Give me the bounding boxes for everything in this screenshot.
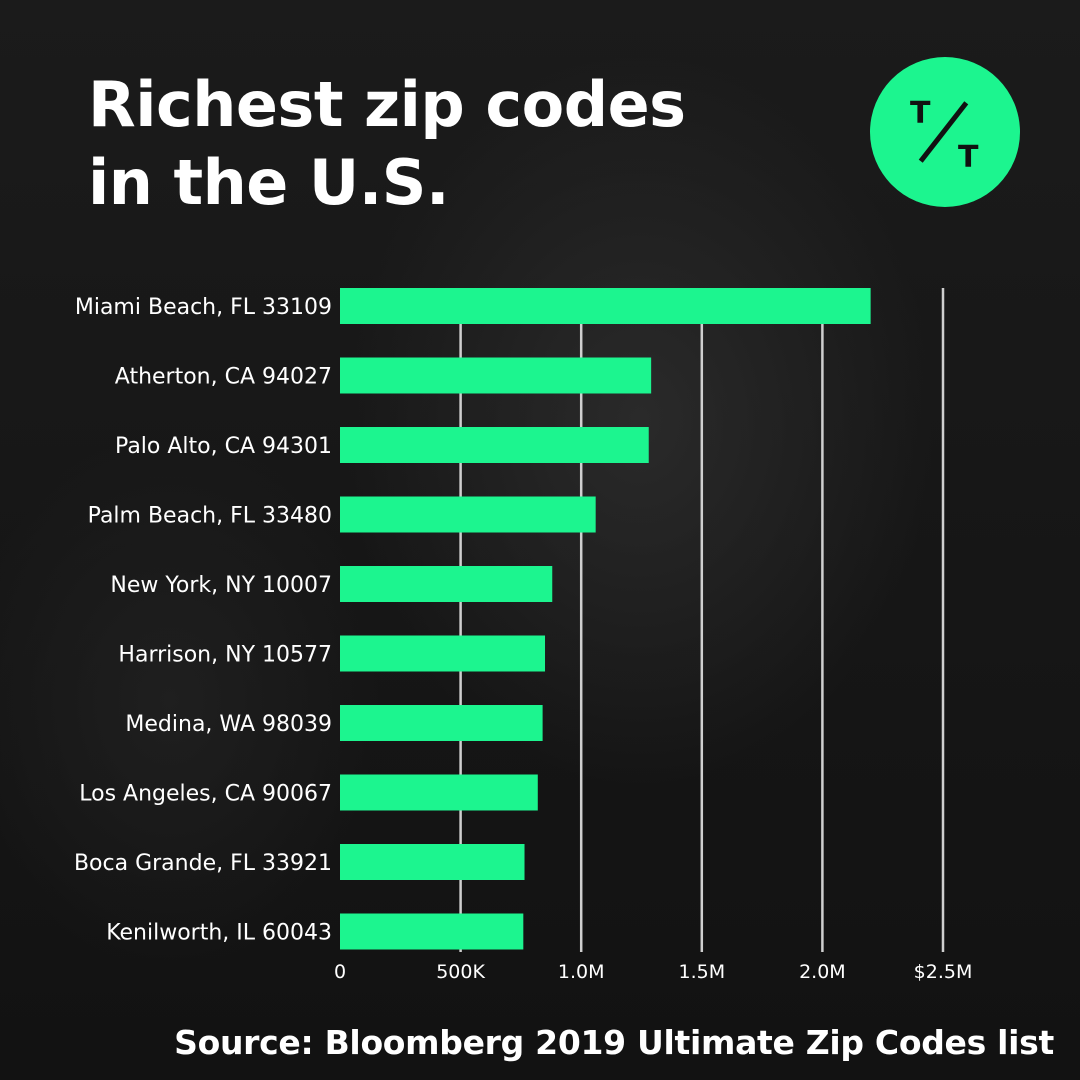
- category-label: Palm Beach, FL 33480: [88, 504, 332, 529]
- bar: [340, 705, 543, 741]
- bar: [340, 913, 524, 950]
- bar: [340, 288, 871, 324]
- title-line-2: in the U.S.: [88, 146, 450, 219]
- source-note: Source: Bloomberg 2019 Ultimate Zip Code…: [174, 1023, 1054, 1062]
- category-label: New York, NY 10007: [110, 573, 332, 598]
- category-label: Boca Grande, FL 33921: [74, 851, 332, 876]
- category-label: Palo Alto, CA 94301: [115, 434, 332, 459]
- bar: [340, 427, 649, 463]
- logo-letter-top: T: [910, 96, 931, 131]
- category-label: Atherton, CA 94027: [115, 365, 332, 390]
- x-tick-label: 1.0M: [558, 961, 605, 983]
- logo-letter-bottom: T: [958, 140, 979, 175]
- tt-logo-icon: T T: [870, 57, 1020, 207]
- category-label: Kenilworth, IL 60043: [106, 921, 332, 946]
- category-label: Medina, WA 98039: [125, 712, 332, 737]
- title-line-1: Richest zip codes: [88, 68, 686, 141]
- bar: [340, 566, 553, 602]
- category-label: Harrison, NY 10577: [118, 643, 332, 668]
- x-tick-label: 0: [334, 961, 346, 983]
- bar: [340, 844, 525, 880]
- x-tick-label: 1.5M: [678, 961, 725, 983]
- x-tick-label: 2.0M: [799, 961, 846, 983]
- bar: [340, 774, 538, 811]
- bar: [340, 357, 652, 394]
- category-label: Miami Beach, FL 33109: [75, 295, 332, 320]
- x-tick-label: 500K: [436, 961, 485, 983]
- category-label: Los Angeles, CA 90067: [79, 782, 332, 807]
- bar: [340, 635, 546, 672]
- page-title: Richest zip codes in the U.S.: [88, 66, 686, 222]
- x-tick-label: $2.5M: [914, 961, 973, 983]
- bar: [340, 496, 596, 533]
